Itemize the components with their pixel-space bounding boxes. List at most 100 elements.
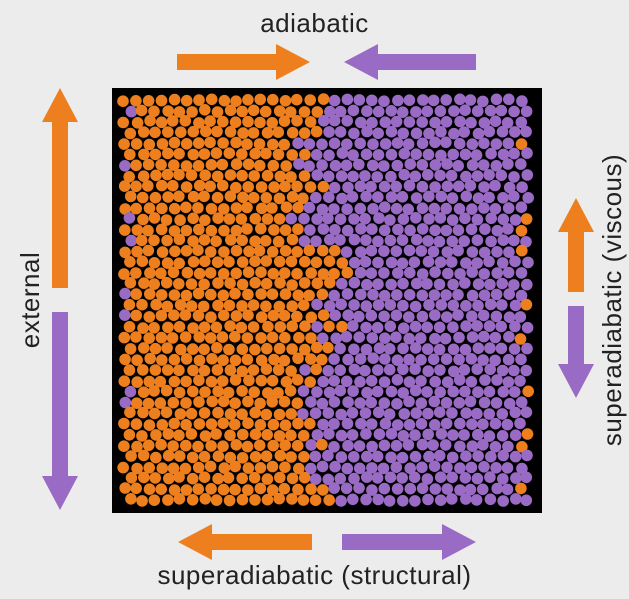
particle bbox=[236, 365, 249, 378]
particle bbox=[516, 95, 528, 107]
particle bbox=[254, 397, 266, 410]
particle bbox=[248, 471, 261, 484]
particle bbox=[236, 300, 248, 312]
particle bbox=[279, 288, 292, 300]
label-superadiabatic-structural: superadiabatic (structural) bbox=[157, 560, 472, 590]
particle bbox=[373, 212, 385, 224]
particle bbox=[130, 288, 142, 300]
particle bbox=[311, 298, 323, 311]
particle bbox=[446, 471, 459, 484]
particle bbox=[273, 300, 286, 313]
particle bbox=[328, 482, 341, 494]
particle bbox=[254, 482, 267, 495]
particle bbox=[342, 181, 354, 194]
particle bbox=[416, 438, 429, 451]
particle bbox=[452, 289, 464, 301]
particle bbox=[124, 385, 137, 398]
particle bbox=[391, 398, 403, 410]
particle bbox=[180, 181, 193, 193]
particle bbox=[167, 179, 179, 192]
particle bbox=[247, 191, 260, 204]
particle bbox=[402, 203, 415, 216]
particle bbox=[423, 299, 435, 311]
particle bbox=[254, 93, 266, 106]
particle bbox=[334, 384, 347, 397]
particle bbox=[390, 439, 403, 452]
particle bbox=[167, 440, 179, 452]
particle bbox=[489, 331, 502, 344]
particle bbox=[148, 385, 160, 397]
particle bbox=[285, 451, 297, 463]
particle bbox=[193, 354, 206, 367]
particle bbox=[180, 224, 193, 237]
particle bbox=[496, 277, 509, 290]
particle bbox=[136, 255, 149, 267]
particle bbox=[236, 148, 248, 160]
particle bbox=[440, 136, 452, 149]
particle bbox=[391, 137, 404, 149]
particle bbox=[347, 170, 359, 183]
particle bbox=[124, 190, 137, 203]
particle bbox=[310, 125, 323, 138]
particle bbox=[445, 256, 458, 268]
particle bbox=[460, 170, 472, 183]
particle bbox=[242, 417, 254, 430]
particle bbox=[491, 482, 504, 495]
particle bbox=[224, 190, 237, 203]
particle bbox=[235, 213, 248, 225]
particle bbox=[186, 106, 198, 118]
particle bbox=[278, 482, 291, 495]
particle bbox=[254, 462, 267, 474]
particle bbox=[155, 438, 167, 451]
particle bbox=[205, 375, 218, 388]
particle bbox=[131, 354, 143, 367]
particle bbox=[484, 363, 497, 376]
particle bbox=[403, 419, 416, 431]
particle bbox=[311, 169, 324, 181]
particle bbox=[329, 224, 341, 236]
particle bbox=[118, 440, 130, 453]
particle bbox=[497, 449, 510, 462]
particle bbox=[274, 449, 287, 462]
particle bbox=[148, 257, 161, 269]
particle bbox=[192, 244, 204, 256]
particle bbox=[409, 429, 421, 441]
particle bbox=[360, 343, 373, 356]
particle bbox=[274, 170, 287, 183]
particle bbox=[131, 440, 143, 453]
particle bbox=[166, 115, 179, 127]
particle bbox=[173, 450, 186, 462]
particle bbox=[422, 255, 435, 268]
particle bbox=[427, 94, 440, 107]
particle bbox=[417, 94, 429, 106]
particle bbox=[384, 234, 397, 247]
particle bbox=[454, 268, 466, 280]
particle bbox=[466, 203, 478, 215]
particle bbox=[415, 397, 428, 410]
particle bbox=[353, 94, 366, 106]
particle bbox=[119, 353, 131, 366]
particle bbox=[336, 192, 348, 205]
particle bbox=[472, 342, 485, 355]
particle bbox=[222, 472, 235, 484]
particle bbox=[119, 203, 131, 215]
particle bbox=[284, 385, 297, 397]
particle bbox=[354, 137, 367, 150]
particle bbox=[328, 353, 340, 365]
particle bbox=[218, 203, 230, 215]
particle bbox=[346, 191, 359, 203]
particle bbox=[429, 375, 442, 388]
particle bbox=[249, 343, 261, 356]
particle bbox=[317, 93, 330, 105]
particle bbox=[192, 137, 205, 149]
particle bbox=[341, 138, 353, 151]
particle bbox=[496, 125, 509, 138]
particle bbox=[360, 493, 372, 506]
particle bbox=[366, 223, 378, 235]
particle bbox=[173, 493, 186, 505]
particle bbox=[336, 277, 348, 290]
particle bbox=[429, 266, 441, 278]
particle bbox=[508, 105, 520, 118]
particle bbox=[485, 147, 497, 160]
particle bbox=[255, 288, 267, 300]
